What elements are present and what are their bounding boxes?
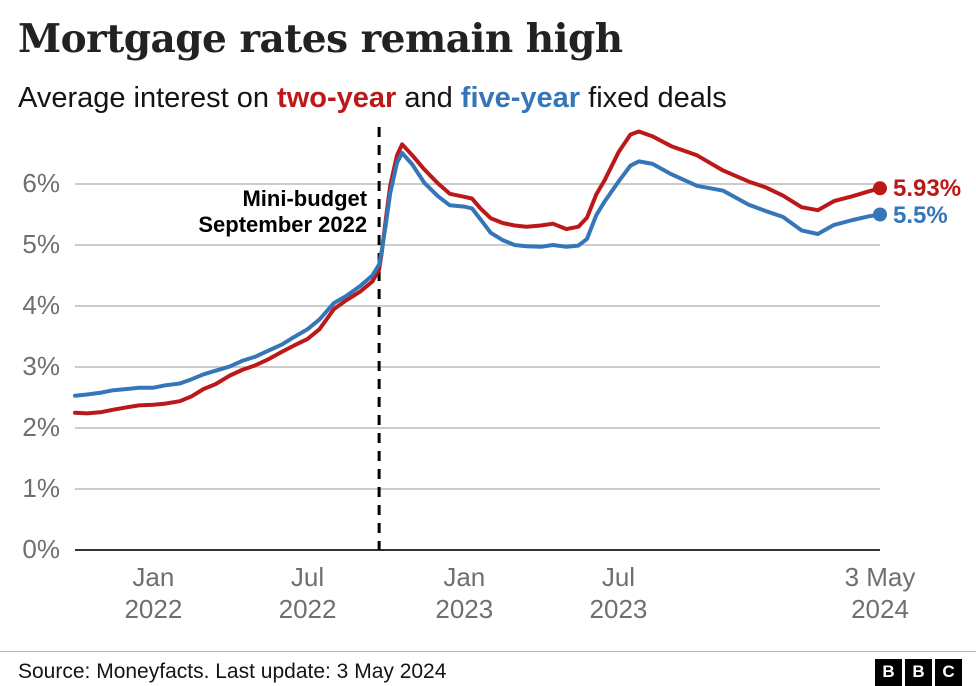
mini-budget-annotation: Mini-budget September 2022 <box>97 186 367 238</box>
bbc-logo-letter: B <box>905 658 932 686</box>
x-axis-label: Jan 2023 <box>435 562 494 624</box>
five-year-legend-label: five-year <box>460 82 581 114</box>
y-axis-label: 3% <box>22 351 60 381</box>
y-axis-label: 5% <box>22 229 60 259</box>
x-axis-label: Jan 2022 <box>124 562 183 624</box>
y-axis-label: 6% <box>22 168 60 198</box>
y-axis-label: 0% <box>22 534 60 564</box>
bbc-logo-letter: B <box>875 658 902 686</box>
two-year-line <box>73 129 882 416</box>
x-axis-label: Jul 2022 <box>278 562 337 624</box>
x-axis-label: 3 May 2024 <box>844 562 916 624</box>
y-axis-label: 1% <box>22 473 60 503</box>
subtitle-middle: and <box>396 82 461 114</box>
x-axis-label: Jul 2023 <box>589 562 648 624</box>
two-year-end-value-label: 5.93% <box>893 175 962 203</box>
annotation-line-1: Mini-budget <box>242 186 368 211</box>
y-axis-label: 2% <box>22 412 60 442</box>
source-text: Source: Moneyfacts. Last update: 3 May 2… <box>18 660 447 683</box>
two-year-end-dot <box>873 181 887 196</box>
chart-subtitle: Average interest on two-year and five-ye… <box>18 82 727 115</box>
five-year-end-dot <box>873 207 887 222</box>
footer: Source: Moneyfacts. Last update: 3 May 2… <box>0 651 976 686</box>
annotation-line-2: September 2022 <box>198 211 368 237</box>
bbc-logo-letter: C <box>935 658 962 686</box>
five-year-line <box>73 150 882 398</box>
page-title: Mortgage rates remain high <box>18 16 623 62</box>
subtitle-suffix: fixed deals <box>580 82 727 114</box>
subtitle-prefix: Average interest on <box>18 82 278 114</box>
y-axis-label: 4% <box>22 290 60 320</box>
two-year-legend-label: two-year <box>277 82 397 114</box>
five-year-end-value-label: 5.5% <box>893 201 948 229</box>
